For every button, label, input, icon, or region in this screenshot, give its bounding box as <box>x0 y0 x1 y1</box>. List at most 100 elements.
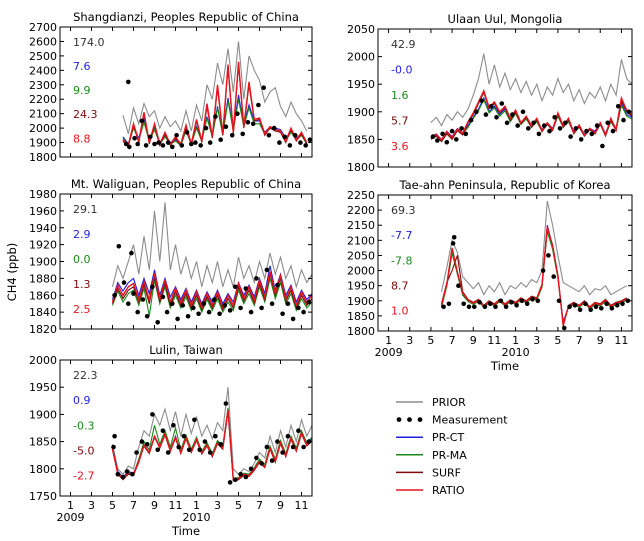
measurement-point <box>186 447 192 453</box>
x-tick-label: 5 <box>554 334 561 347</box>
y-tick-label: 2300 <box>29 79 57 92</box>
measurement-point <box>116 244 122 249</box>
x-tick-label: 11 <box>487 334 501 347</box>
measurement-point <box>541 123 547 128</box>
stat-pr-ct: -7.7 <box>391 229 412 242</box>
measurement-point <box>160 428 166 434</box>
legend-marker <box>396 417 402 422</box>
measurement-point <box>191 305 196 311</box>
measurement-point <box>556 298 562 304</box>
stat-prior: 42.9 <box>391 38 416 51</box>
x-tick-label: 1 <box>67 499 74 512</box>
measurement-point <box>563 120 568 126</box>
series-surf <box>430 91 632 143</box>
measurement-point <box>583 301 588 307</box>
x-tick-label: 1 <box>385 334 392 347</box>
measurement-point <box>573 126 579 131</box>
measurement-point <box>593 304 599 310</box>
stat-pr-ct: -0.0 <box>391 64 412 77</box>
measurement-point <box>264 267 270 273</box>
measurement-point <box>155 320 160 325</box>
measurement-point <box>207 140 213 145</box>
measurement-point <box>271 125 277 131</box>
measurement-point <box>615 104 621 109</box>
stat-prior: 174.0 <box>73 36 105 49</box>
stat-pr-ma: 0.0 <box>73 253 91 266</box>
measurement-point <box>589 131 595 137</box>
x-tick-label: 11 <box>295 499 309 512</box>
measurement-point <box>185 314 191 319</box>
measurement-point <box>222 303 228 308</box>
measurement-point <box>248 466 254 472</box>
legend-item-pr-ct: PR-CT <box>396 431 464 444</box>
y-tick-label: 2150 <box>347 219 375 232</box>
axes-frame <box>59 193 313 330</box>
measurement-point <box>503 304 509 310</box>
measurement-point <box>444 139 450 145</box>
measurement-point <box>179 143 185 148</box>
measurement-point <box>120 474 126 480</box>
stat-ratio: 2.5 <box>73 303 91 316</box>
measurement-point <box>509 300 514 305</box>
measurement-point <box>243 286 249 291</box>
stat-pr-ct: 7.6 <box>73 60 91 73</box>
series-prior <box>440 200 627 296</box>
measurement-point <box>466 304 472 310</box>
series-pr-ma <box>111 278 312 316</box>
measurement-point <box>189 141 194 147</box>
x-tick-label: 3 <box>533 334 540 347</box>
y-tick-label: 1850 <box>347 133 375 146</box>
measurement-point <box>430 134 436 139</box>
panel-3: Mt. Waliguan, Peoples Republic of China 1… <box>29 177 313 336</box>
year-label: 2009 <box>375 346 403 359</box>
measurement-point <box>126 301 131 307</box>
measurement-point <box>584 128 589 134</box>
measurement-point <box>578 137 584 142</box>
measurement-point <box>454 137 459 142</box>
stat-surf: 5.7 <box>391 115 409 128</box>
stat-ratio: 3.6 <box>391 140 409 153</box>
y-tick-label: 2000 <box>29 354 57 367</box>
measurement-point <box>227 480 233 485</box>
x-tick-label: 5 <box>427 334 434 347</box>
measurement-point <box>535 298 541 304</box>
measurement-point <box>206 309 212 315</box>
measurement-point <box>621 117 626 123</box>
measurement-point <box>165 140 171 145</box>
measurement-point <box>499 101 505 106</box>
measurement-point <box>285 433 291 439</box>
panel-4: Tae-ahn Peninsula, Republic of Korea 1800… <box>347 178 633 373</box>
measurement-point <box>547 128 552 134</box>
panels: Shangdianzi, Peoples Republic of China 18… <box>29 10 633 538</box>
measurement-point <box>192 417 197 423</box>
measurement-point <box>609 306 615 311</box>
measurement-point <box>264 444 270 450</box>
panel-title: Ulaan Uul, Mongolia <box>448 12 563 26</box>
series-prior <box>430 53 632 127</box>
axes-frame <box>59 26 313 158</box>
measurement-point <box>266 133 272 138</box>
y-tick-label: 1840 <box>29 306 57 319</box>
measurement-point <box>504 120 510 126</box>
panel-title: Shangdianzi, Peoples Republic of China <box>73 10 299 24</box>
measurement-point <box>238 471 243 477</box>
measurement-point <box>440 131 445 137</box>
measurement-point <box>248 309 254 315</box>
stat-prior: 29.1 <box>73 203 98 216</box>
measurement-point <box>160 143 166 148</box>
panel-title: Tae-ahn Peninsula, Republic of Korea <box>398 178 610 192</box>
y-tick-label: 1900 <box>347 106 375 119</box>
legend-label: RATIO <box>432 484 465 497</box>
measurement-point <box>449 128 455 134</box>
measurement-point <box>540 268 546 273</box>
measurement-point <box>135 309 140 315</box>
panel-title: Mt. Waliguan, Peoples Republic of China <box>71 177 301 191</box>
measurement-point <box>514 303 519 308</box>
legend-item-ratio: RATIO <box>396 484 465 497</box>
measurement-point <box>130 471 135 477</box>
measurement-point <box>531 120 536 126</box>
measurement-point <box>171 423 176 428</box>
measurement-point <box>519 298 525 304</box>
year-label: 2009 <box>57 511 85 524</box>
stat-pr-ma: -7.8 <box>391 254 412 267</box>
